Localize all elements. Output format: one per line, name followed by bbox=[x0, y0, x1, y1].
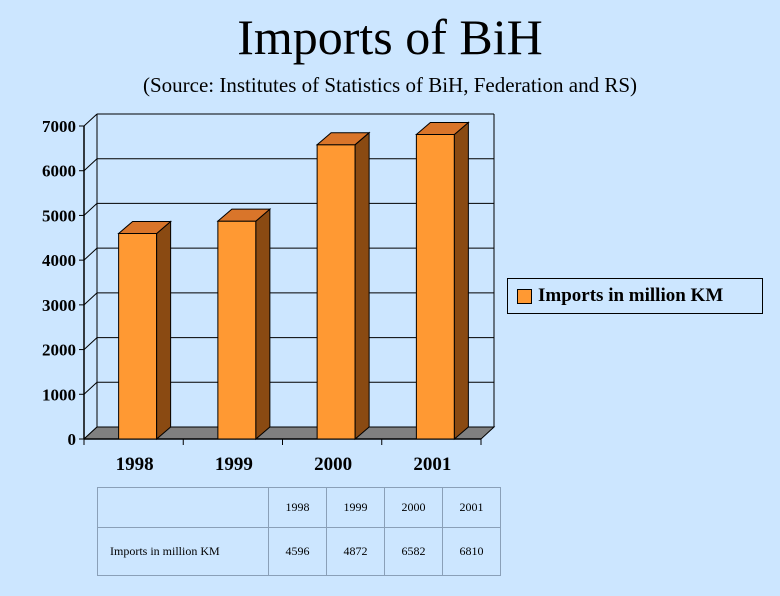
bar-side bbox=[453, 121, 469, 441]
x-tick-label: 1998 bbox=[116, 454, 154, 475]
table-row: Imports in million KM 4596 4872 6582 681… bbox=[97, 527, 501, 576]
y-tick-label: 7000 bbox=[42, 117, 76, 136]
gridline-side bbox=[83, 381, 98, 395]
table-value-cell: 6810 bbox=[442, 527, 501, 576]
table-year-cell: 1999 bbox=[326, 487, 385, 528]
legend-label: Imports in million KM bbox=[538, 285, 724, 306]
bar bbox=[118, 232, 158, 440]
legend: Imports in million KM bbox=[507, 278, 763, 314]
y-tick-label: 1000 bbox=[42, 385, 76, 404]
data-table: 1998 1999 2000 2001 Imports in million K… bbox=[97, 487, 501, 576]
gridline-side bbox=[83, 113, 98, 127]
table-corner-cell bbox=[97, 487, 269, 528]
table-row-label: Imports in million KM bbox=[97, 527, 269, 576]
y-tick-label: 5000 bbox=[42, 206, 76, 225]
bar-top bbox=[315, 132, 371, 146]
gridline-side bbox=[83, 292, 98, 306]
bar-side bbox=[354, 131, 370, 441]
x-tick-label: 2000 bbox=[314, 454, 352, 475]
y-tick-label: 4000 bbox=[42, 251, 76, 270]
bar bbox=[316, 144, 356, 440]
bar-side bbox=[156, 220, 172, 441]
gridline-side bbox=[83, 158, 98, 172]
table-header-row: 1998 1999 2000 2001 bbox=[97, 487, 501, 528]
table-year-cell: 2000 bbox=[384, 487, 443, 528]
bar bbox=[217, 220, 257, 440]
chart-title: Imports of BiH bbox=[237, 9, 543, 65]
gridline-side bbox=[83, 203, 98, 216]
bar-side bbox=[255, 208, 271, 441]
chart-subtitle: (Source: Institutes of Statistics of BiH… bbox=[142, 73, 638, 97]
table-value-cell: 6582 bbox=[384, 527, 443, 576]
gridline-side bbox=[83, 247, 98, 261]
y-tick-label: 6000 bbox=[42, 162, 76, 181]
y-tick-label: 2000 bbox=[42, 341, 76, 360]
bar bbox=[415, 133, 455, 440]
bar-top bbox=[117, 220, 172, 234]
gridline-side bbox=[83, 337, 98, 350]
table-value-cell: 4596 bbox=[268, 527, 327, 576]
bar-top bbox=[216, 208, 272, 222]
table-year-cell: 1998 bbox=[268, 487, 327, 528]
legend-swatch bbox=[517, 288, 532, 304]
bar-top bbox=[415, 121, 470, 135]
table-value-cell: 4872 bbox=[326, 527, 385, 576]
x-tick-label: 2001 bbox=[413, 454, 451, 475]
table-year-cell: 2001 bbox=[442, 487, 501, 528]
y-tick-label: 0 bbox=[68, 430, 77, 449]
y-tick-label: 3000 bbox=[42, 296, 76, 315]
x-tick-label: 1999 bbox=[215, 454, 253, 475]
